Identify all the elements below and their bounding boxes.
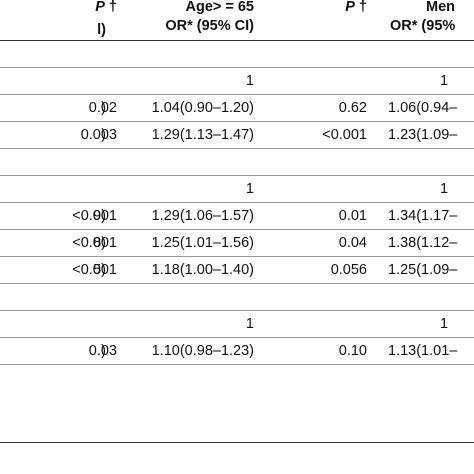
header-rule <box>0 40 474 41</box>
p-value-1-cell: 0.02 <box>88 100 117 116</box>
header-col0-clipped: l) <box>97 22 106 38</box>
row-rule <box>0 202 474 203</box>
row-rule <box>0 94 474 95</box>
header-age-title: Age> = 65 <box>185 0 254 15</box>
or-age-cell: 1.25(1.01–1.56) <box>151 235 254 251</box>
row-rule <box>0 256 474 257</box>
row-rule <box>0 337 474 338</box>
row-rule <box>0 148 474 149</box>
row-label-clipped: ) <box>101 100 106 116</box>
or-men-cell: 1 <box>440 73 449 89</box>
or-age-cell: 1.04(0.90–1.20) <box>151 100 254 116</box>
or-men-cell: 1 <box>440 181 449 197</box>
row-rule <box>0 310 474 311</box>
row-label-clipped: 5) <box>93 262 106 278</box>
row-rule <box>0 67 474 68</box>
p-value-2-cell: 0.62 <box>338 100 367 116</box>
or-men-cell: 1.06(0.94– <box>388 100 458 116</box>
row-rule <box>0 364 474 365</box>
header-dagger: † <box>108 0 117 15</box>
or-age-cell: 1 <box>245 73 254 89</box>
row-rule <box>0 229 474 230</box>
header-p-value-1: P † <box>95 0 117 16</box>
p-value-1-cell: <0.001 <box>72 208 117 224</box>
p-value-1-cell: 0.03 <box>88 343 117 359</box>
or-age-cell: 1 <box>245 316 254 332</box>
or-age-cell: 1.29(1.06–1.57) <box>151 208 254 224</box>
p-value-2-cell: 0.056 <box>330 262 367 278</box>
p-value-2-cell: 0.01 <box>338 208 367 224</box>
header-men-title: Men <box>426 0 455 15</box>
or-men-cell: 1.25(1.09– <box>388 262 458 278</box>
row-label-clipped: ) <box>101 343 106 359</box>
header-men-or: OR* (95% <box>390 18 456 34</box>
or-men-cell: 1.34(1.17– <box>388 208 458 224</box>
or-age-cell: 1.29(1.13–1.47) <box>151 127 254 143</box>
header-age-or: OR* (95% CI) <box>165 18 254 34</box>
row-rule <box>0 283 474 284</box>
header-p-value-2: P † <box>345 0 367 16</box>
or-age-cell: 1 <box>245 181 254 197</box>
or-men-cell: 1.23(1.09– <box>388 127 458 143</box>
header-p-letter: P <box>345 0 355 15</box>
p-value-1-cell: <0.001 <box>72 262 117 278</box>
p-value-2-cell: <0.001 <box>322 127 367 143</box>
header-dagger: † <box>358 0 367 15</box>
row-label-clipped: 8) <box>93 235 106 251</box>
row-rule <box>0 175 474 176</box>
p-value-2-cell: 0.10 <box>338 343 367 359</box>
or-men-cell: 1.13(1.01– <box>388 343 458 359</box>
p-value-1-cell: 0.003 <box>80 127 117 143</box>
row-label-clipped: 9) <box>93 208 106 224</box>
p-value-1-cell: <0.001 <box>72 235 117 251</box>
p-value-2-cell: 0.04 <box>338 235 367 251</box>
or-age-cell: 1.18(1.00–1.40) <box>151 262 254 278</box>
or-men-cell: 1 <box>440 316 449 332</box>
or-age-cell: 1.10(0.98–1.23) <box>151 343 254 359</box>
row-rule <box>0 121 474 122</box>
row-label-clipped: ) <box>101 127 106 143</box>
or-men-cell: 1.38(1.12– <box>388 235 458 251</box>
header-p-letter: P <box>95 0 105 15</box>
table-bottom-rule <box>0 442 474 443</box>
